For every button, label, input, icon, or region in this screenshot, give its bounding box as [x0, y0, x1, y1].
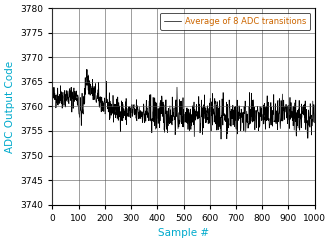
Average of 8 ADC transitions [50, 92, 54, 95]
Average of 8 ADC transitions [300, 112, 304, 115]
Y-axis label: ADC Output Code: ADC Output Code [5, 61, 15, 153]
Average of 8 ADC transitions [313, 121, 317, 124]
Average of 8 ADC transitions [283, 105, 287, 108]
Average of 8 ADC transitions [67, 96, 71, 99]
Average of 8 ADC transitions [255, 110, 259, 113]
Average of 8 ADC transitions [219, 138, 223, 140]
Average of 8 ADC transitions [265, 102, 269, 105]
Legend: Average of 8 ADC transitions: Average of 8 ADC transitions [160, 13, 310, 30]
X-axis label: Sample #: Sample # [158, 228, 209, 238]
Average of 8 ADC transitions [104, 101, 108, 104]
Line: Average of 8 ADC transitions: Average of 8 ADC transitions [52, 69, 315, 139]
Average of 8 ADC transitions [85, 68, 89, 71]
